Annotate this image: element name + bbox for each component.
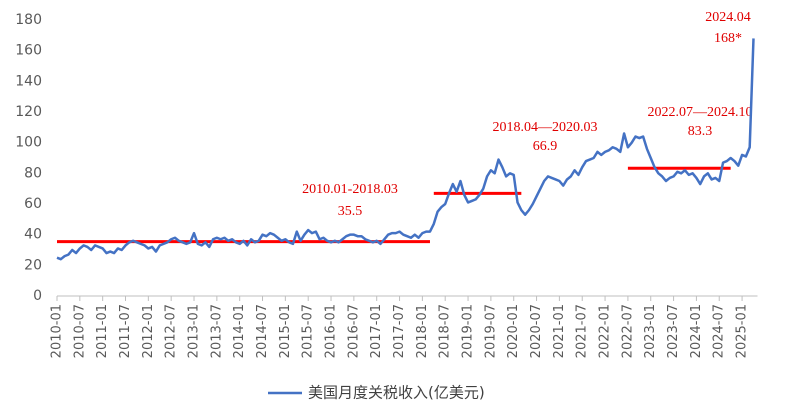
y-tick-label: 100 bbox=[15, 135, 42, 151]
legend-label: 美国月度关税收入(亿美元) bbox=[308, 384, 485, 402]
x-tick-label: 2024-01 bbox=[689, 304, 704, 358]
reference-value: 35.5 bbox=[338, 204, 363, 219]
reference-label: 2022.07—2024.10 bbox=[648, 105, 753, 120]
data-line bbox=[56, 38, 755, 261]
x-tick-label: 2023-07 bbox=[666, 304, 681, 358]
x-tick-label: 2011-07 bbox=[118, 304, 133, 358]
x-tick-label: 2020-07 bbox=[529, 304, 544, 358]
y-tick-label: 120 bbox=[15, 104, 42, 120]
x-tick-label: 2022-01 bbox=[598, 304, 613, 358]
y-tick-label: 0 bbox=[33, 288, 42, 304]
x-tick-label: 2017-07 bbox=[392, 304, 407, 358]
y-tick-label: 20 bbox=[24, 257, 42, 273]
x-tick-label: 2012-07 bbox=[164, 304, 179, 358]
x-tick-label: 2014-07 bbox=[255, 304, 270, 358]
x-tick-label: 2020-01 bbox=[506, 304, 521, 358]
x-tick-label: 2014-01 bbox=[232, 304, 247, 358]
x-tick-label: 2019-01 bbox=[461, 304, 476, 358]
reference-label: 2018.04—2020.03 bbox=[493, 120, 598, 135]
x-tick-label: 2021-01 bbox=[552, 304, 567, 358]
annotation: 2024.04 bbox=[705, 10, 751, 25]
reference-value: 66.9 bbox=[533, 139, 558, 154]
x-tick-label: 2021-07 bbox=[575, 304, 590, 358]
y-tick-label: 180 bbox=[15, 12, 42, 28]
x-tick-label: 2024-07 bbox=[712, 304, 727, 358]
y-tick-label: 60 bbox=[24, 196, 42, 212]
x-tick-label: 2022-07 bbox=[620, 304, 635, 358]
annotation: 168* bbox=[714, 31, 742, 46]
x-tick-label: 2013-07 bbox=[209, 304, 224, 358]
y-tick-label: 140 bbox=[15, 73, 42, 89]
reference-label: 2010.01-2018.03 bbox=[302, 182, 398, 197]
x-tick-label: 2016-07 bbox=[346, 304, 361, 358]
y-tick-label: 160 bbox=[15, 43, 42, 59]
y-tick-label: 40 bbox=[24, 227, 42, 243]
x-tick-label: 2016-01 bbox=[324, 304, 339, 358]
x-tick-label: 2010-01 bbox=[50, 304, 65, 358]
x-tick-label: 2023-01 bbox=[643, 304, 658, 358]
x-tick-label: 2019-07 bbox=[483, 304, 498, 358]
x-tick-label: 2010-07 bbox=[72, 304, 87, 358]
reference-value: 83.3 bbox=[688, 124, 713, 139]
x-tick-label: 2015-01 bbox=[278, 304, 293, 358]
x-tick-label: 2011-01 bbox=[95, 304, 110, 358]
x-tick-label: 2017-01 bbox=[369, 304, 384, 358]
x-tick-label: 2015-07 bbox=[301, 304, 316, 358]
x-tick-label: 2013-01 bbox=[187, 304, 202, 358]
x-tick-label: 2025-01 bbox=[735, 304, 750, 358]
x-tick-label: 2018-07 bbox=[438, 304, 453, 358]
x-tick-label: 2012-01 bbox=[141, 304, 156, 358]
x-tick-label: 2018-01 bbox=[415, 304, 430, 358]
y-tick-label: 80 bbox=[24, 165, 42, 181]
